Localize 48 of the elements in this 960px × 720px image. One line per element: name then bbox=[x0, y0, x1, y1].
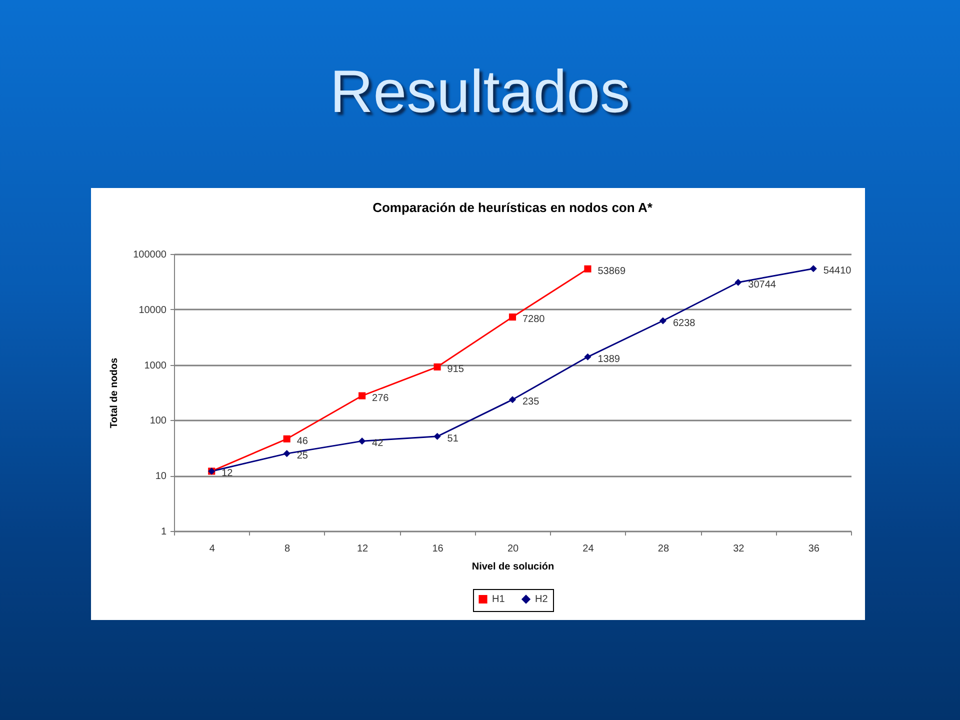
point bbox=[358, 392, 366, 400]
x-tick-label: 28 bbox=[658, 544, 670, 554]
y-axis-title: Total de nodos bbox=[109, 357, 120, 428]
data-label: 1389 bbox=[598, 354, 620, 365]
data-label: 6238 bbox=[672, 318, 696, 329]
point bbox=[434, 432, 441, 440]
legend-label: H2 bbox=[535, 594, 548, 606]
data-label: 54410 bbox=[823, 266, 852, 277]
x-tick-label: 36 bbox=[808, 544, 820, 554]
y-tick-label: 100000 bbox=[133, 250, 167, 260]
chart-title: Resultados bbox=[328, 57, 632, 127]
point bbox=[283, 450, 290, 458]
data-label: 51 bbox=[447, 433, 459, 444]
y-tick-label: 10 bbox=[155, 471, 167, 482]
x-tick-label: 4 bbox=[209, 544, 216, 554]
data-label: 276 bbox=[372, 392, 390, 404]
data-label: 30744 bbox=[748, 279, 776, 290]
data-label: 12 bbox=[222, 468, 234, 480]
x-tick-label: 24 bbox=[582, 544, 594, 554]
point bbox=[283, 435, 290, 442]
y-tick-label: 100 bbox=[150, 416, 167, 427]
data-label: 25 bbox=[296, 450, 308, 462]
point bbox=[434, 363, 441, 370]
x-tick-label: 16 bbox=[432, 544, 444, 554]
data-label: 53869 bbox=[598, 266, 626, 277]
legend-label: H1 bbox=[492, 594, 506, 606]
x-tick-label: 12 bbox=[356, 544, 369, 554]
x-tick-label: 20 bbox=[507, 544, 519, 554]
y-tick-label: 1 bbox=[160, 526, 167, 538]
point bbox=[584, 265, 592, 272]
point bbox=[508, 314, 516, 321]
data-label: 915 bbox=[447, 364, 464, 375]
point bbox=[358, 438, 366, 445]
data-label: 7280 bbox=[522, 314, 546, 326]
point bbox=[584, 353, 592, 360]
point bbox=[734, 278, 742, 286]
chart-subtitle: Comparación de heurísticas en nodos con A* bbox=[372, 200, 654, 215]
x-tick-label: 32 bbox=[733, 544, 745, 554]
data-label: 42 bbox=[372, 438, 384, 450]
point bbox=[659, 317, 666, 324]
point bbox=[508, 396, 516, 404]
y-tick-label: 10000 bbox=[138, 304, 167, 316]
data-label: 235 bbox=[522, 396, 540, 408]
x-tick-label: 8 bbox=[284, 544, 291, 554]
y-tick-label: 1000 bbox=[144, 360, 167, 372]
point bbox=[810, 265, 817, 272]
data-label: 46 bbox=[296, 436, 308, 447]
x-axis-title: Nivel de solución bbox=[472, 562, 554, 572]
